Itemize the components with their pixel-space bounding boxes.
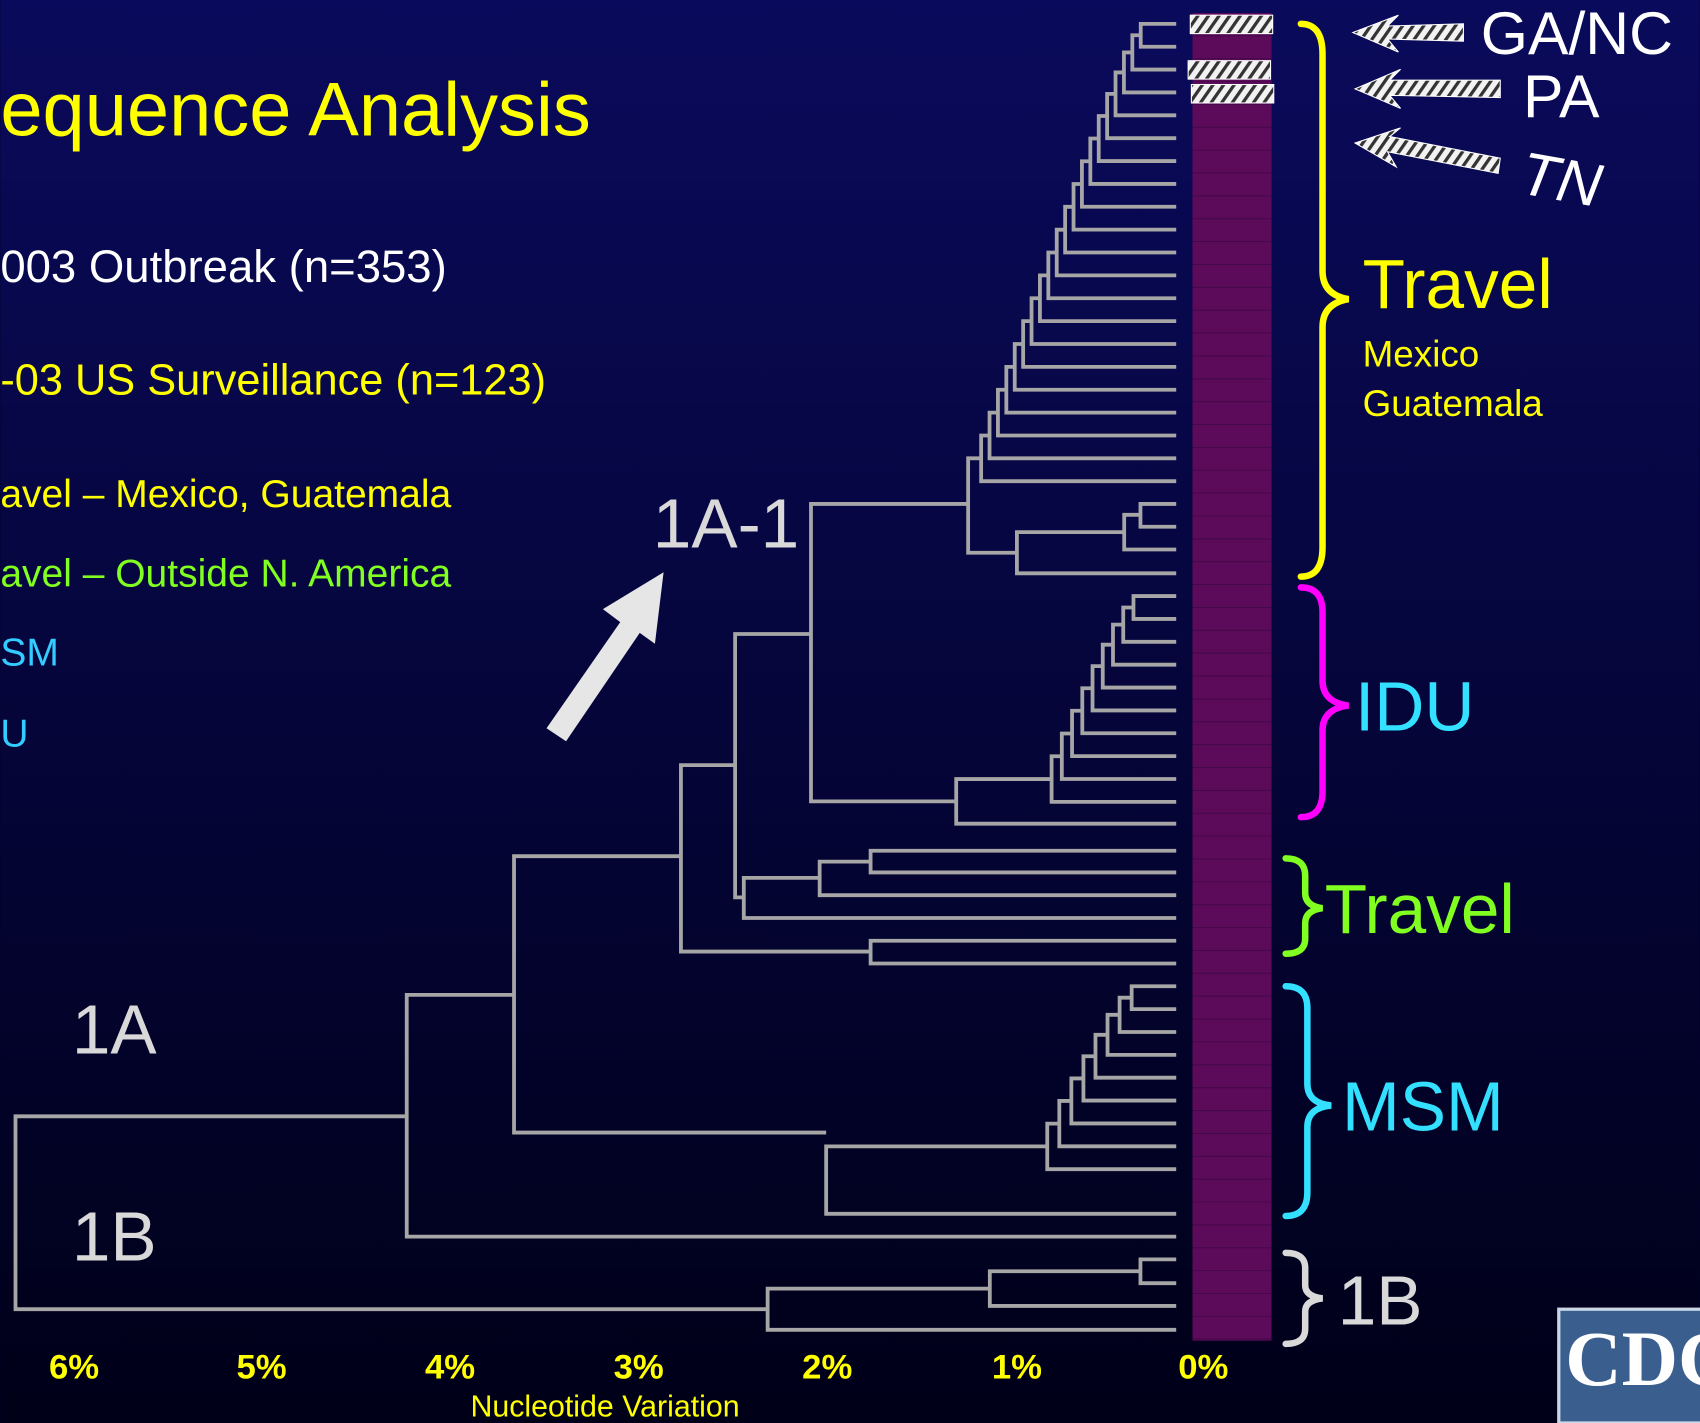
bar-rows xyxy=(1192,35,1272,1340)
branch xyxy=(1045,1121,1177,1172)
x-tick-label: 3% xyxy=(614,1349,664,1387)
group-label: MSM xyxy=(1342,1067,1504,1145)
branch xyxy=(824,1144,1177,1216)
branch xyxy=(13,1114,768,1312)
branch xyxy=(679,763,871,954)
branch xyxy=(1111,622,1177,667)
branch xyxy=(1071,182,1177,232)
group-detail: Guatemala xyxy=(1363,383,1544,424)
x-axis-label: Nucleotide Variation xyxy=(470,1390,739,1423)
legend-item: avel – Mexico, Guatemala xyxy=(0,473,451,516)
brace xyxy=(1282,1249,1324,1348)
state-label: TN xyxy=(1515,139,1607,220)
legend-item: avel – Outside N. America xyxy=(0,552,451,595)
clade-label: 1A xyxy=(72,990,158,1068)
state-arrows xyxy=(1351,14,1501,175)
group-label: Travel xyxy=(1363,245,1553,323)
sequence-bar xyxy=(1192,13,1272,1341)
branch xyxy=(1090,664,1177,713)
group-label: Travel xyxy=(1325,870,1515,948)
state-arrow xyxy=(1353,127,1501,175)
clade-label: 1B xyxy=(72,1197,157,1275)
x-tick-label: 4% xyxy=(425,1349,475,1387)
branch xyxy=(1129,984,1177,1012)
x-tick-label: 1% xyxy=(992,1349,1042,1387)
state-label: PA xyxy=(1523,62,1600,130)
pointer-arrow xyxy=(546,572,664,742)
brace xyxy=(1297,584,1350,821)
hatched-box xyxy=(1187,60,1272,80)
x-tick-label: 5% xyxy=(236,1349,286,1387)
title: equence Analysis xyxy=(0,67,590,152)
logo-box xyxy=(1557,1307,1700,1423)
branch xyxy=(1070,708,1177,759)
x-tick-label: 6% xyxy=(49,1349,99,1387)
legend-item: 003 Outbreak (n=353) xyxy=(0,241,446,292)
x-axis: 6% 5% 4% 3% 2% 1% 0% xyxy=(49,1349,1228,1387)
braces xyxy=(1282,20,1350,1348)
branch xyxy=(809,502,969,804)
x-tick-label: 0% xyxy=(1178,1349,1228,1387)
hatched-box xyxy=(1189,14,1274,35)
state-label: GA/NC xyxy=(1481,0,1673,67)
branch xyxy=(1080,159,1177,209)
state-arrow xyxy=(1351,14,1464,53)
brace xyxy=(1282,982,1332,1220)
brace xyxy=(1297,20,1350,580)
legend-item: SM xyxy=(0,631,59,674)
x-tick-label: 2% xyxy=(802,1349,852,1387)
group-detail: Mexico xyxy=(1363,333,1480,374)
logo: CDC xyxy=(1565,1315,1700,1402)
branch xyxy=(1131,594,1177,621)
legend-item: -03 US Surveillance (n=123) xyxy=(0,356,546,404)
hatched-box xyxy=(1190,83,1275,104)
branch xyxy=(1105,1012,1177,1057)
legend-item: U xyxy=(0,713,28,756)
group-label: IDU xyxy=(1355,667,1474,745)
group-label: 1B xyxy=(1338,1261,1423,1339)
subclade-label: 1A-1 xyxy=(653,484,800,562)
state-arrow xyxy=(1353,68,1501,109)
dendrogram xyxy=(13,21,1177,1332)
brace xyxy=(1282,855,1324,957)
